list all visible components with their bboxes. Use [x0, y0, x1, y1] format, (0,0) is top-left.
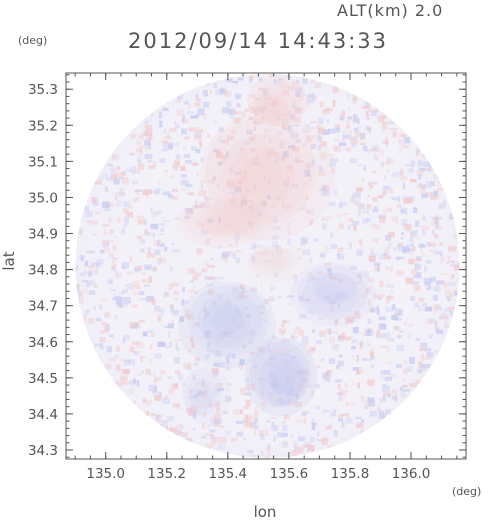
y-tick-label: 34.8 [28, 263, 58, 279]
y-tick-label: 35.0 [28, 190, 58, 206]
y-unit-label: (deg) [18, 34, 47, 47]
y-tick-label: 35.2 [28, 118, 58, 134]
y-axis-label: lat [0, 251, 18, 270]
disc-edge-shade [75, 74, 460, 458]
timestamp-title: 2012/09/14 14:43:33 [128, 29, 388, 53]
x-tick-label: 135.0 [86, 466, 125, 482]
y-axis: 34.3 34.4 34.5 34.6 34.7 34.8 34.9 35.0 35.1 35.2… [28, 74, 466, 459]
x-tick-label: 135.8 [331, 466, 370, 482]
y-tick-label: 34.9 [28, 227, 58, 243]
x-tick-label: 135.4 [209, 466, 248, 482]
y-tick-label: 34.6 [28, 335, 58, 351]
x-axis: 135.0 135.2 135.4 135.6 135.8 136.0 [74, 73, 458, 482]
radar-disc [75, 74, 460, 458]
y-tick-label: 34.7 [28, 299, 58, 315]
x-tick-label: 135.6 [270, 466, 309, 482]
y-tick-label: 34.3 [28, 443, 58, 459]
y-tick-label: 34.5 [28, 371, 58, 387]
x-tick-label: 135.2 [147, 466, 186, 482]
x-tick-label: 136.0 [392, 466, 431, 482]
plot-frame [65, 72, 467, 460]
y-tick-label: 35.1 [28, 154, 58, 170]
y-tick-label: 34.4 [28, 407, 58, 423]
y-tick-label: 35.3 [28, 82, 58, 98]
altitude-label: ALT(km) 2.0 [337, 1, 443, 20]
x-axis-label: lon [254, 503, 277, 521]
x-unit-label: (deg) [452, 485, 481, 498]
